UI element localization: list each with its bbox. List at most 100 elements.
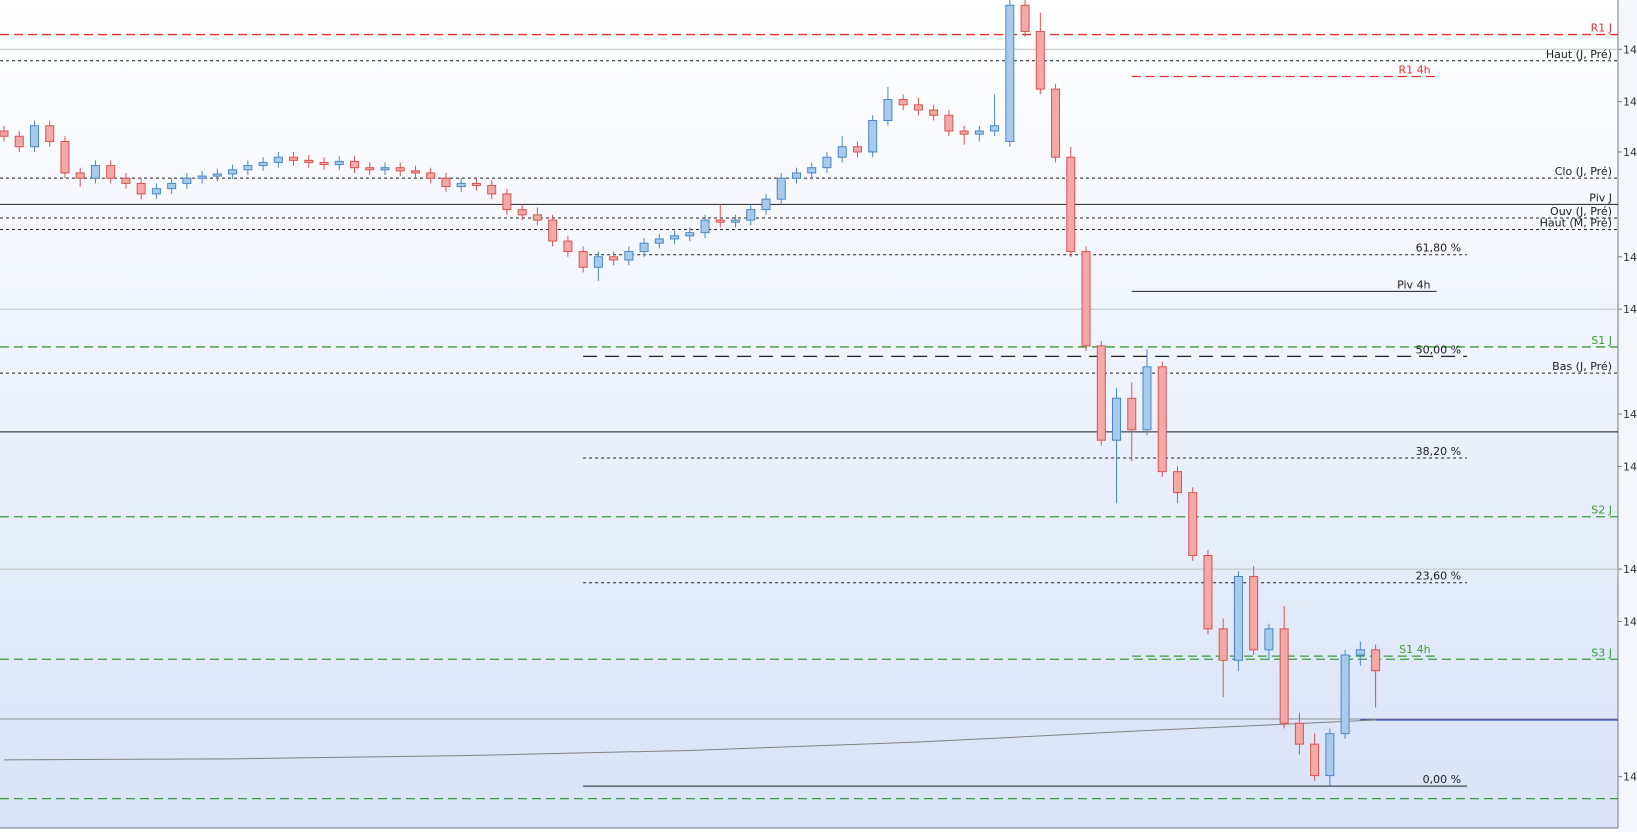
candle-body	[136, 182, 146, 195]
level-label: S3 J	[1591, 646, 1612, 659]
candle-body	[14, 135, 24, 148]
candle-body	[578, 251, 588, 268]
candle-body	[670, 235, 680, 240]
candle-body	[350, 160, 360, 169]
level-label: 38,20 %	[1416, 445, 1461, 458]
candle-body	[1020, 4, 1030, 32]
level-label: S1 4h	[1399, 643, 1430, 656]
candle-body	[639, 242, 649, 253]
level-label: Ouv (J, Pré)	[1550, 205, 1612, 218]
candle-body	[959, 130, 969, 135]
level-label: Piv J	[1589, 191, 1612, 204]
y-tick-label: 14	[1623, 303, 1637, 316]
candle-body	[151, 188, 161, 195]
candle-body	[212, 173, 222, 177]
candle-body	[1340, 654, 1350, 735]
candle-body	[319, 161, 329, 166]
candle-body	[1310, 743, 1320, 777]
candle-body	[60, 140, 70, 174]
candle-body	[75, 172, 85, 179]
candle-body	[182, 177, 192, 184]
y-tick-label: 14	[1623, 460, 1637, 473]
candle-body	[883, 99, 893, 122]
candle-body	[548, 219, 558, 242]
candle-body	[791, 172, 801, 179]
candles	[0, 0, 1381, 787]
y-tick-label: 14	[1623, 43, 1637, 56]
y-tick-label: 14	[1623, 563, 1637, 576]
candle-body	[868, 120, 878, 153]
candle-body	[1066, 156, 1076, 253]
candle-body	[258, 161, 268, 167]
level-label: Clo (J, Pré)	[1555, 165, 1612, 178]
candle-body	[731, 219, 741, 223]
candle-body	[563, 240, 573, 253]
level-label: 50,00 %	[1416, 343, 1461, 356]
candle-body	[106, 165, 116, 179]
candle-body	[502, 193, 512, 211]
candle-body	[1355, 649, 1365, 656]
labels: 14 14 14 14 14 14 14 14 14 14 R1 J Haut (J, Pré) R1 …	[1397, 22, 1637, 786]
candle-body	[365, 167, 375, 171]
candle-body	[273, 156, 283, 163]
candle-body	[456, 182, 466, 188]
candle-body	[1112, 397, 1122, 441]
candle-body	[685, 232, 695, 237]
candle-body	[45, 125, 55, 142]
candle-body	[1005, 4, 1015, 142]
candle-body	[441, 177, 451, 188]
candle-body	[167, 182, 177, 190]
candle-body	[517, 209, 527, 216]
candle-body	[1096, 345, 1106, 441]
candle-body	[822, 156, 832, 169]
candle-body	[0, 130, 9, 137]
candle-body	[1203, 554, 1213, 630]
candle-body	[913, 104, 923, 111]
moving-average	[3, 719, 1376, 761]
candle-body	[761, 198, 771, 211]
candle-body	[289, 156, 299, 161]
candle-body	[243, 165, 253, 171]
candle-body	[121, 177, 131, 184]
candle-body	[1279, 628, 1289, 724]
candle-body	[1294, 722, 1304, 745]
candle-body	[898, 99, 908, 106]
candle-body	[1325, 733, 1335, 777]
candle-body	[1371, 649, 1381, 672]
candle-body	[228, 169, 238, 175]
candle-body	[746, 209, 756, 221]
candle-body	[1249, 575, 1259, 651]
level-label: Piv 4h	[1397, 278, 1430, 291]
candle-body	[776, 177, 786, 200]
candle-body	[1188, 492, 1198, 556]
candle-body	[1051, 88, 1061, 158]
candle-body	[1035, 30, 1045, 90]
candle-body	[852, 146, 862, 153]
candle-body	[29, 125, 39, 148]
candle-body	[410, 170, 420, 174]
candle-body	[944, 114, 954, 132]
level-label: 61,80 %	[1416, 242, 1461, 255]
candle-body	[990, 125, 1000, 132]
y-tick-label: 14	[1623, 771, 1637, 784]
candle-body	[1142, 366, 1152, 431]
candle-body	[380, 167, 390, 171]
candle-body	[334, 160, 344, 166]
candle-body	[532, 214, 542, 221]
candle-body	[624, 251, 634, 261]
candle-body	[1172, 471, 1182, 494]
candle-body	[837, 146, 847, 158]
candle-body	[426, 172, 436, 179]
candle-body	[929, 109, 939, 116]
level-label: 23,60 %	[1416, 570, 1461, 583]
y-tick-label: 14	[1623, 96, 1637, 109]
candle-body	[90, 165, 100, 179]
candle-body	[715, 219, 725, 223]
level-label: Bas (J, Pré)	[1552, 360, 1612, 373]
level-label: Haut (M, Pré)	[1540, 217, 1612, 230]
y-tick-label: 14	[1623, 408, 1637, 421]
level-label: R1 4h	[1398, 64, 1430, 77]
price-axis-background	[1618, 0, 1637, 832]
candle-body	[1157, 366, 1167, 473]
